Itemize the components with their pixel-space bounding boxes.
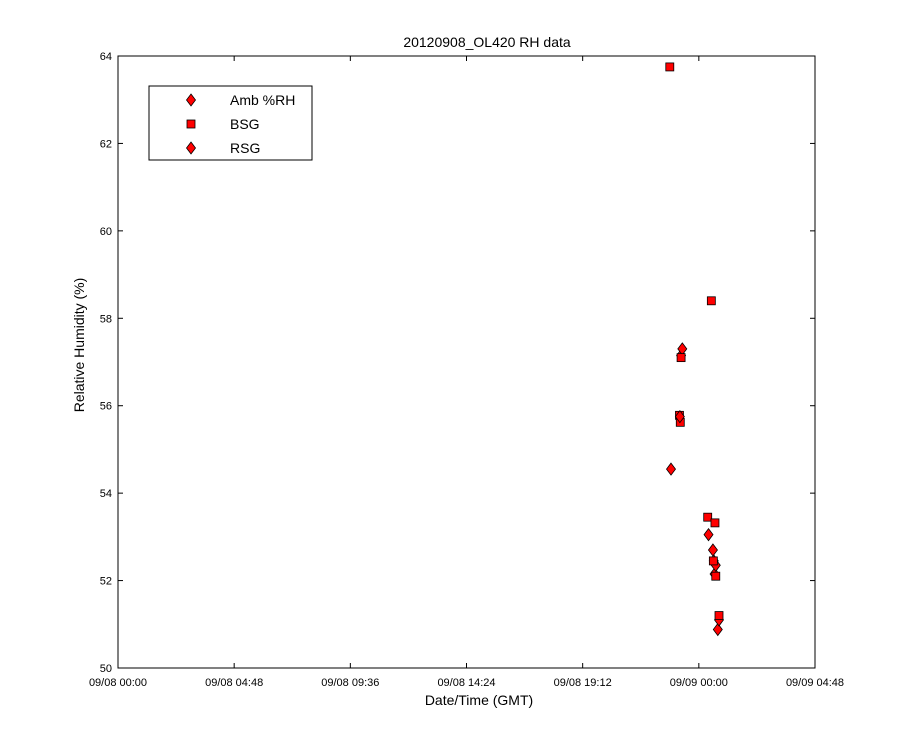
x-tick-label: 09/09 04:48 xyxy=(786,677,844,689)
amb-rh-point xyxy=(666,462,677,476)
rsg-point xyxy=(674,409,685,424)
bsg-point xyxy=(706,296,716,306)
legend-marker xyxy=(186,141,196,155)
bsg-point xyxy=(708,556,718,566)
bsg-point xyxy=(711,571,721,581)
y-axis-label: Relative Humidity (%) xyxy=(71,278,87,413)
legend-label: BSG xyxy=(230,116,260,132)
x-tick-label: 09/09 00:00 xyxy=(670,677,728,689)
bsg-point xyxy=(714,611,724,620)
amb-rh-point xyxy=(712,622,723,637)
y-tick-label: 56 xyxy=(100,401,112,413)
bsg-point xyxy=(703,512,713,522)
x-tick-label: 09/08 19:12 xyxy=(554,677,612,689)
legend-marker xyxy=(186,93,196,107)
bsg-point xyxy=(710,518,720,528)
amb-rh-point xyxy=(703,528,714,542)
legend-box xyxy=(148,85,313,161)
chart-title: 20120908_OL420 RH data xyxy=(403,34,571,50)
y-tick-label: 64 xyxy=(100,51,112,63)
axes: 50 52 54 56 58 60 62 64 09/08 00:00 09/08 04:48 09… xyxy=(89,51,844,689)
bsg-point xyxy=(665,62,675,72)
legend-marker xyxy=(186,119,196,129)
y-tick-label: 60 xyxy=(100,226,112,238)
x-tick-label: 09/08 04:48 xyxy=(205,677,263,689)
data-points xyxy=(665,62,725,637)
y-tick-label: 54 xyxy=(100,488,112,500)
legend-label: Amb %RH xyxy=(230,92,295,108)
legend-label: RSG xyxy=(230,140,260,156)
x-tick-label: 09/08 14:24 xyxy=(437,677,495,689)
y-tick-label: 50 xyxy=(100,663,112,675)
bsg-point xyxy=(676,353,686,363)
y-tick-label: 52 xyxy=(100,576,112,588)
x-axis-label: Date/Time (GMT) xyxy=(425,692,533,708)
y-tick-label: 58 xyxy=(100,313,112,325)
y-tick-label: 62 xyxy=(100,138,112,150)
legend: Amb %RH BSG RSG xyxy=(148,85,313,161)
x-tick-label: 09/08 00:00 xyxy=(89,677,147,689)
x-tick-label: 09/08 09:36 xyxy=(321,677,379,689)
